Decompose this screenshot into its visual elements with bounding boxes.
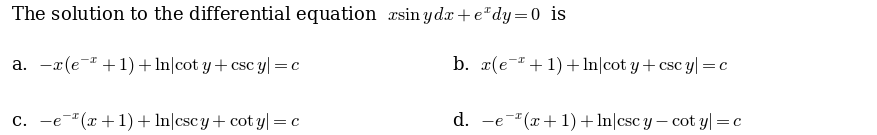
Text: d.  $-e^{-x}(x+1)+\mathrm{ln}|\csc y-\cot y|=c$: d. $-e^{-x}(x+1)+\mathrm{ln}|\csc y-\cot… — [452, 111, 742, 133]
Text: a.  $-x(e^{-x}+1)+\mathrm{ln}|\cot y+\csc y|=c$: a. $-x(e^{-x}+1)+\mathrm{ln}|\cot y+\csc… — [11, 54, 300, 77]
Text: c.  $-e^{-x}(x+1)+\mathrm{ln}|\csc y+\cot y|=c$: c. $-e^{-x}(x+1)+\mathrm{ln}|\csc y+\cot… — [11, 111, 299, 133]
Text: b.  $x(e^{-x}+1)+\mathrm{ln}|\cot y+\csc y|=c$: b. $x(e^{-x}+1)+\mathrm{ln}|\cot y+\csc … — [452, 54, 728, 77]
Text: The solution to the differential equation  $x\sin y\,dx+e^{x}dy=0$  is: The solution to the differential equatio… — [11, 4, 566, 26]
